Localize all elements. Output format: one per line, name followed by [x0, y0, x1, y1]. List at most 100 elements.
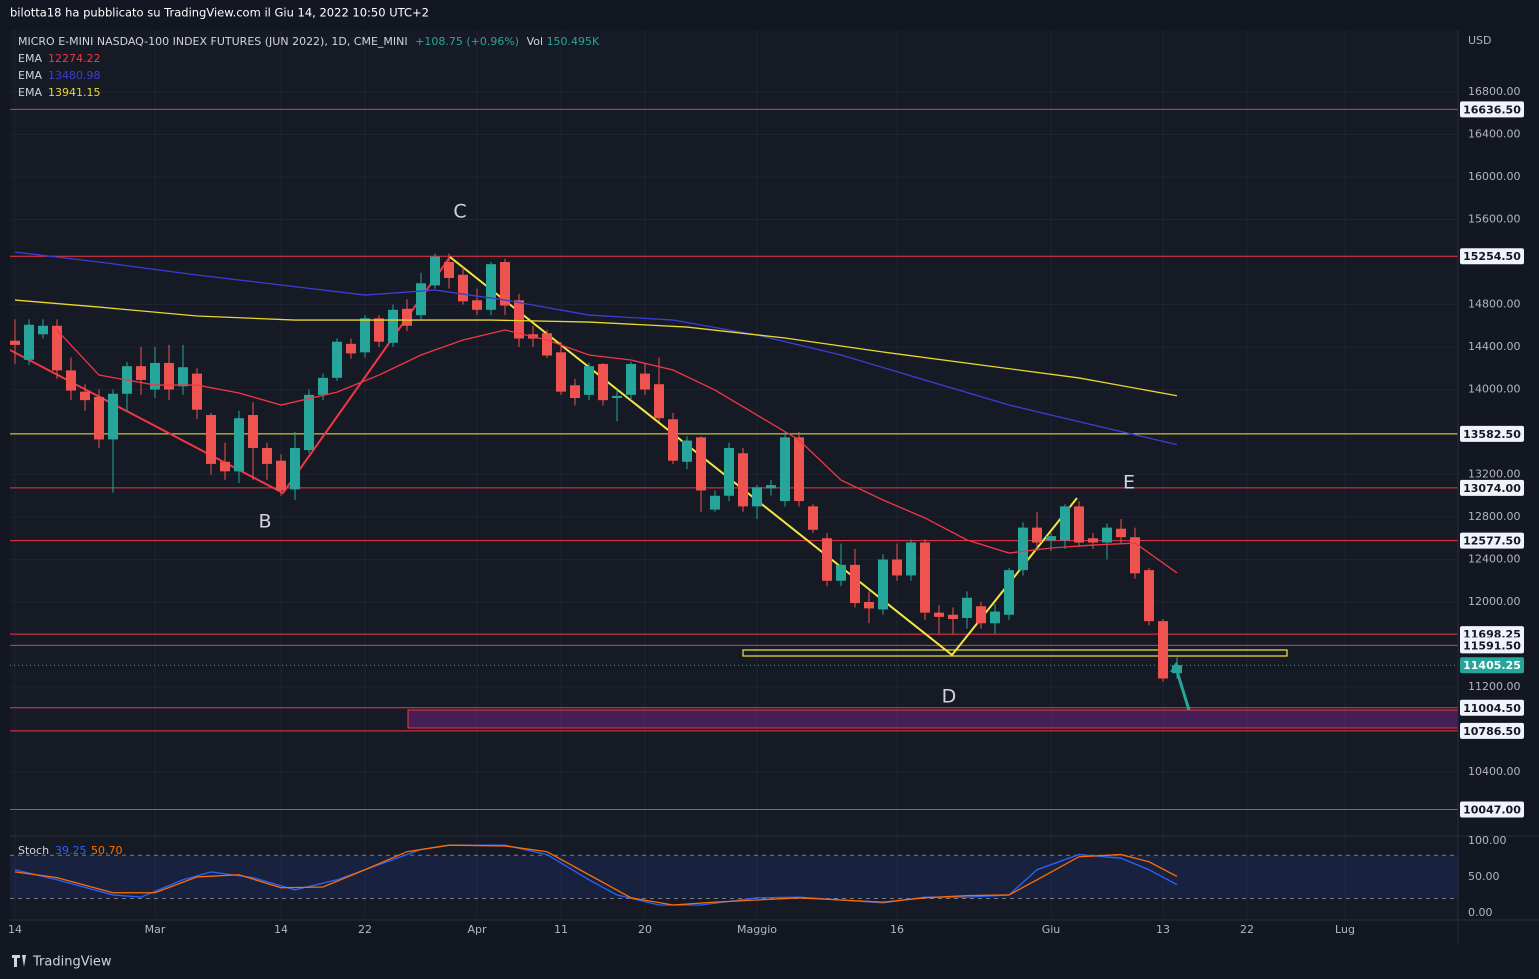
candle-body: [38, 325, 48, 335]
y-tick-label: 15600.00: [1468, 213, 1521, 226]
price-tag: [1460, 532, 1524, 549]
legend: EMA 12274.22 EMA 13480.98 EMA 13941.15: [18, 52, 101, 99]
y-tick-label: 13200.00: [1468, 468, 1521, 481]
candle-body: [850, 564, 860, 604]
stoch-value: 50.70: [91, 844, 123, 857]
candle-body: [1060, 506, 1070, 541]
candle-body: [416, 283, 426, 316]
candle-body: [248, 415, 258, 448]
y-tick-label: 10400.00: [1468, 765, 1521, 778]
y-tick-label: 12000.00: [1468, 595, 1521, 608]
x-tick-label: Mar: [145, 923, 166, 936]
candle-body: [374, 318, 384, 342]
price-tag: [1460, 637, 1524, 654]
candle-body: [52, 325, 62, 371]
candle-body: [1130, 537, 1140, 574]
y-tick-label: 100.00: [1468, 834, 1507, 847]
candle-body: [472, 300, 482, 310]
candle-body: [878, 559, 888, 610]
candle-body: [444, 262, 454, 278]
candle-body: [1088, 538, 1098, 543]
candle-body: [262, 447, 272, 464]
price-tag-label: 12577.50: [1463, 535, 1521, 548]
candle-body: [570, 385, 580, 399]
candle-body: [1004, 570, 1014, 615]
candle-body: [164, 362, 174, 390]
x-tick-label: 22: [358, 923, 372, 936]
candle-body: [668, 419, 678, 461]
candle-body: [654, 384, 664, 419]
y-tick-label: 0.00: [1468, 906, 1493, 919]
stoch-line: [14, 844, 1178, 906]
price-tag: [1460, 425, 1524, 442]
levels: [10, 108, 1458, 811]
price-tag: [1460, 657, 1524, 674]
candle-body: [290, 447, 300, 490]
y-tick-label: 16800.00: [1468, 85, 1521, 98]
candle-body: [920, 542, 930, 613]
title: MICRO E-MINI NASDAQ-100 INDEX FUTURES (J…: [18, 35, 408, 48]
legend-label: EMA: [18, 86, 42, 99]
price-tag-label: 11405.25: [1463, 659, 1521, 672]
stoch-value: 39.25: [55, 844, 87, 857]
candle-body: [598, 364, 608, 401]
candle-body: [836, 564, 846, 581]
candle-body: [822, 538, 832, 581]
price-tag-label: 10047.00: [1463, 804, 1521, 817]
candle-body: [1172, 665, 1182, 674]
price-tag: [1460, 722, 1524, 739]
y-tick-label: 14000.00: [1468, 383, 1521, 396]
candle-body: [990, 611, 1000, 624]
candle-body: [486, 264, 496, 310]
candle-body: [612, 395, 622, 399]
y-tick-label: 12800.00: [1468, 510, 1521, 523]
y-tick-label: 50.00: [1468, 870, 1500, 883]
candle-body: [234, 418, 244, 472]
candle-body: [150, 362, 160, 390]
candle-body: [724, 447, 734, 496]
x-tick-label: 14: [8, 923, 22, 936]
ema-line: [56, 329, 1178, 574]
y-tick-label: 14800.00: [1468, 298, 1521, 311]
x-tick-label: Maggio: [737, 923, 777, 936]
candle-body: [500, 262, 510, 306]
ema-line: [14, 299, 1178, 397]
price-tag: [1460, 699, 1524, 716]
price-tag-label: 13582.50: [1463, 428, 1521, 441]
price-tag: [1460, 479, 1524, 496]
legend-value: 13480.98: [48, 69, 101, 82]
price-tag-label: 13074.00: [1463, 482, 1521, 495]
candle-body: [346, 343, 356, 354]
candle-body: [696, 437, 706, 491]
x-tick-label: Lug: [1335, 923, 1355, 936]
footer: [0, 945, 1539, 979]
y-tick-label: 12400.00: [1468, 553, 1521, 566]
candle-body: [556, 352, 566, 392]
candle-body: [80, 391, 90, 401]
price-tag-label: 11591.50: [1463, 639, 1521, 652]
stoch-panel: Stoch 39.25 50.70: [10, 844, 1458, 906]
axes: 16800.00 16400.00 16000.00 15600.00 14800.00…: [8, 85, 1521, 936]
candle-body: [66, 370, 76, 391]
candle-body: [1074, 506, 1084, 543]
price-tag-label: 10786.50: [1463, 725, 1521, 738]
y-tick-label: 16000.00: [1468, 170, 1521, 183]
annotation: D: [942, 686, 957, 708]
candle-body: [1046, 536, 1056, 541]
candle-body: [220, 461, 230, 472]
volume: 150.495K: [547, 35, 600, 48]
x-tick-label: 22: [1240, 923, 1254, 936]
price-tag: [1460, 248, 1524, 265]
zone: [407, 709, 1458, 729]
price-tag-label: 11004.50: [1463, 702, 1521, 715]
price-tag: [1460, 801, 1524, 818]
y-tick-label: 14400.00: [1468, 340, 1521, 353]
logo: [12, 955, 26, 967]
y-tick-label: 11200.00: [1468, 680, 1521, 693]
candle-body: [640, 373, 650, 390]
candle-body: [136, 366, 146, 380]
candle-body: [962, 597, 972, 618]
candle-body: [584, 366, 594, 395]
candle-body: [1032, 527, 1042, 543]
